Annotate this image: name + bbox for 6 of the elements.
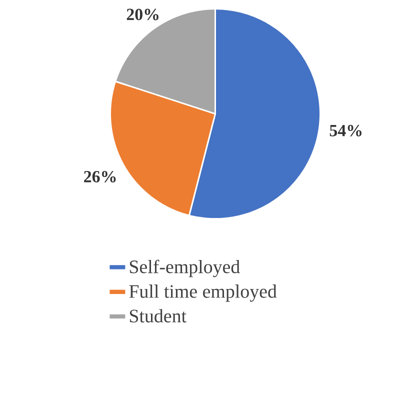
- data-label: 54%: [330, 124, 362, 136]
- data-label: 20%: [126, 8, 158, 20]
- legend-label: Self-employed: [130, 260, 240, 278]
- legend-label: Full time employed: [129, 284, 277, 302]
- legend-label: Student: [130, 309, 186, 322]
- data-label: 26%: [84, 170, 116, 182]
